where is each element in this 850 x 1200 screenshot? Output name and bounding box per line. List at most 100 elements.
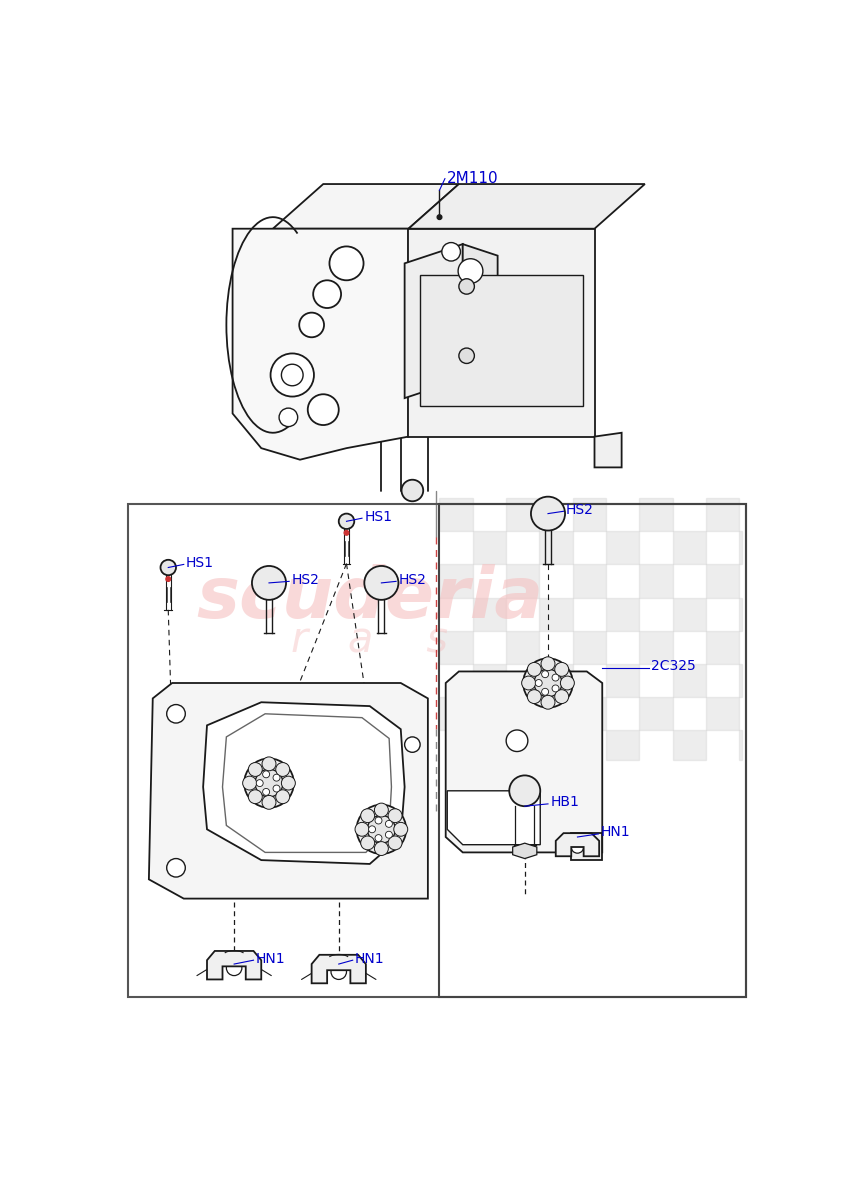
- Circle shape: [555, 690, 569, 703]
- Circle shape: [355, 822, 369, 836]
- Bar: [672, 532, 706, 564]
- Circle shape: [273, 774, 280, 781]
- Bar: [473, 532, 506, 564]
- Circle shape: [509, 775, 541, 806]
- Circle shape: [167, 704, 185, 724]
- Circle shape: [552, 674, 559, 682]
- Bar: [506, 631, 540, 664]
- Bar: [740, 730, 742, 760]
- Circle shape: [262, 796, 276, 809]
- Circle shape: [299, 313, 324, 337]
- Circle shape: [360, 809, 375, 823]
- Text: r   a    s: r a s: [292, 619, 448, 661]
- Circle shape: [536, 679, 542, 686]
- Circle shape: [331, 964, 347, 979]
- Polygon shape: [513, 844, 537, 858]
- Polygon shape: [462, 244, 497, 390]
- Circle shape: [356, 805, 406, 854]
- Circle shape: [279, 408, 298, 426]
- Polygon shape: [594, 433, 621, 468]
- Circle shape: [541, 689, 548, 695]
- Polygon shape: [445, 672, 603, 852]
- Circle shape: [273, 785, 280, 792]
- Text: HB1: HB1: [550, 796, 579, 809]
- Circle shape: [248, 790, 263, 804]
- Bar: [573, 564, 606, 598]
- Circle shape: [374, 803, 388, 817]
- Text: HS2: HS2: [566, 503, 593, 517]
- Bar: [439, 498, 473, 532]
- Circle shape: [534, 670, 562, 697]
- Circle shape: [262, 757, 276, 770]
- Bar: [639, 697, 672, 730]
- Bar: [672, 730, 706, 760]
- Polygon shape: [409, 229, 594, 437]
- Polygon shape: [149, 683, 428, 899]
- Circle shape: [330, 246, 364, 281]
- Bar: [606, 664, 639, 697]
- Polygon shape: [203, 702, 405, 864]
- Text: HS1: HS1: [365, 510, 393, 523]
- Circle shape: [459, 278, 474, 294]
- Polygon shape: [405, 244, 462, 398]
- Bar: [606, 730, 639, 760]
- Bar: [573, 697, 606, 730]
- Circle shape: [161, 559, 176, 575]
- Bar: [506, 564, 540, 598]
- Bar: [439, 504, 746, 997]
- Bar: [439, 631, 473, 664]
- Circle shape: [263, 788, 269, 796]
- Circle shape: [255, 769, 283, 797]
- Circle shape: [506, 730, 528, 751]
- Circle shape: [375, 817, 382, 824]
- Polygon shape: [447, 791, 541, 845]
- Polygon shape: [312, 955, 366, 983]
- Polygon shape: [571, 833, 603, 860]
- Circle shape: [405, 737, 420, 752]
- Circle shape: [555, 662, 569, 677]
- Text: HS2: HS2: [292, 572, 320, 587]
- Polygon shape: [409, 184, 645, 229]
- Circle shape: [541, 671, 548, 678]
- Bar: [606, 598, 639, 631]
- Circle shape: [375, 835, 382, 841]
- Text: 2C325: 2C325: [651, 659, 696, 673]
- Text: HN1: HN1: [354, 952, 384, 966]
- Circle shape: [248, 762, 263, 776]
- Circle shape: [458, 259, 483, 283]
- Circle shape: [344, 530, 348, 535]
- Bar: [706, 631, 740, 664]
- Bar: [439, 564, 473, 598]
- Polygon shape: [556, 833, 599, 857]
- Bar: [639, 564, 672, 598]
- Circle shape: [226, 960, 242, 976]
- Bar: [506, 498, 540, 532]
- Bar: [573, 498, 606, 532]
- Text: HS1: HS1: [186, 556, 214, 570]
- Circle shape: [369, 826, 376, 833]
- Polygon shape: [273, 184, 459, 229]
- Circle shape: [388, 809, 402, 823]
- Circle shape: [401, 480, 423, 502]
- Circle shape: [531, 497, 565, 530]
- Circle shape: [263, 770, 269, 778]
- Circle shape: [275, 790, 290, 804]
- Circle shape: [281, 776, 295, 790]
- Bar: [540, 532, 573, 564]
- Bar: [740, 664, 742, 697]
- Circle shape: [308, 395, 339, 425]
- Circle shape: [275, 762, 290, 776]
- Circle shape: [166, 577, 171, 581]
- Bar: [740, 532, 742, 564]
- Text: 2M110: 2M110: [447, 172, 499, 186]
- Circle shape: [167, 858, 185, 877]
- Text: scuderia: scuderia: [196, 564, 543, 632]
- Circle shape: [242, 776, 257, 790]
- Circle shape: [244, 758, 294, 808]
- Circle shape: [365, 566, 399, 600]
- Bar: [540, 598, 573, 631]
- Circle shape: [560, 676, 575, 690]
- Circle shape: [313, 281, 341, 308]
- Bar: [606, 532, 639, 564]
- Bar: [573, 631, 606, 664]
